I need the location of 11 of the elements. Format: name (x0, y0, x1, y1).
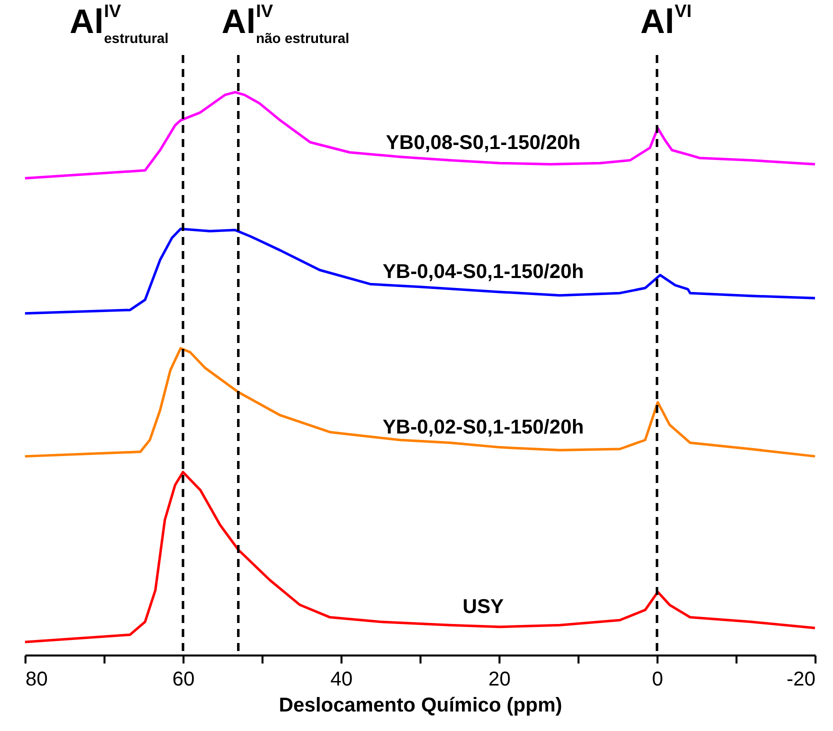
series-label: YB0,08-S0,1-150/20h (386, 132, 580, 154)
x-tick-label: 20 (488, 668, 511, 690)
x-axis-title: Deslocamento Químico (ppm) (278, 694, 562, 716)
series-label: YB-0,02-S0,1-150/20h (382, 416, 584, 438)
x-tick-label: -20 (786, 668, 816, 690)
x-tick-label: 80 (26, 668, 48, 690)
series-label: USY (462, 596, 504, 618)
x-tick-label: 0 (652, 668, 664, 690)
x-tick-label: 60 (172, 668, 195, 690)
series-label: YB-0,04-S0,1-150/20h (382, 260, 584, 283)
x-tick-label: 40 (330, 668, 353, 690)
